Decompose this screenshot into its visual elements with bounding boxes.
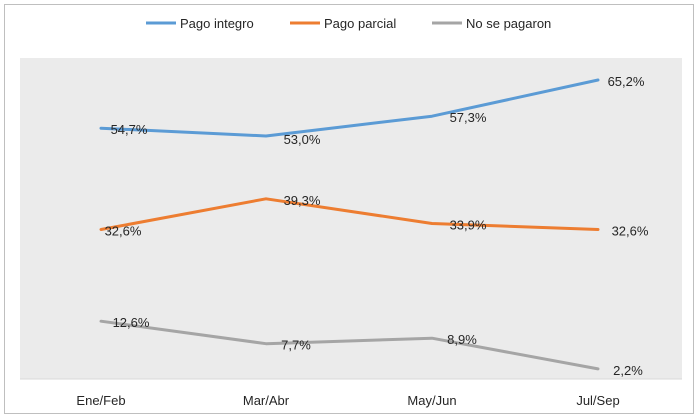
data-label: 32,6% [105,224,142,239]
x-tick-label: Ene/Feb [76,393,125,408]
data-label: 39,3% [284,193,321,208]
legend-label: Pago integro [180,16,254,31]
data-label: 65,2% [608,74,645,89]
data-label: 12,6% [113,315,150,330]
x-tick-label: May/Jun [407,393,456,408]
x-tick-label: Mar/Abr [243,393,290,408]
data-label: 53,0% [284,132,321,147]
data-label: 7,7% [281,338,311,353]
legend-label: No se pagaron [466,16,551,31]
data-label: 33,9% [450,218,487,233]
data-label: 2,2% [613,363,643,378]
legend-label: Pago parcial [324,16,396,31]
data-labels: 54,7% 53,0% 57,3% 65,2% 32,6% 39,3% 33,9% 32,6%… [105,74,649,378]
data-label: 8,9% [447,332,477,347]
plot-area [20,58,682,379]
data-label: 54,7% [111,122,148,137]
series-line-1 [99,197,600,231]
series-line-2 [99,319,600,371]
legend: Pago integro Pago parcial No se pagaron [146,16,551,31]
x-tick-label: Jul/Sep [576,393,619,408]
data-label: 57,3% [450,110,487,125]
data-label: 32,6% [612,224,649,239]
series-layer [99,78,600,371]
x-axis: Ene/Feb Mar/Abr May/Jun Jul/Sep [20,378,682,408]
series-line-0 [99,78,600,138]
